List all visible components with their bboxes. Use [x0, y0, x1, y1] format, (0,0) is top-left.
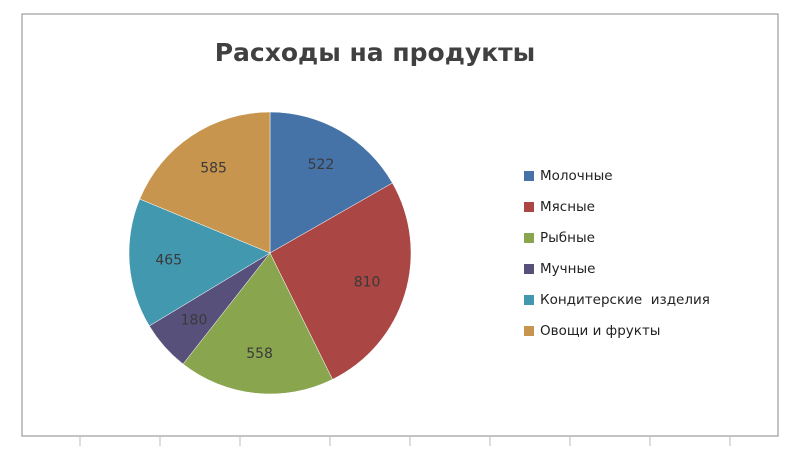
sheet-ticks	[79, 436, 731, 446]
data-label: 810	[354, 275, 381, 291]
data-label: 180	[181, 312, 208, 328]
data-label: 522	[308, 157, 335, 173]
data-label: 585	[200, 161, 227, 177]
legend-swatch	[524, 233, 534, 243]
pie-slice	[182, 252, 333, 395]
legend-label: Овощи и фрукты	[540, 323, 660, 339]
pie-slice	[139, 111, 271, 254]
pie-slice	[128, 198, 271, 327]
legend-label: Мучные	[540, 261, 595, 277]
pie-slice	[269, 111, 393, 254]
legend-swatch	[524, 295, 534, 305]
data-label: 558	[246, 346, 273, 362]
legend-label: Кондитерские изделия	[540, 292, 710, 308]
chart-title: Расходы на продукты	[215, 38, 536, 67]
legend-label: Молочные	[540, 168, 613, 184]
legend-label: Мясные	[540, 199, 595, 215]
legend-swatch	[524, 202, 534, 212]
legend-swatch	[524, 264, 534, 274]
data-label: 465	[155, 253, 182, 269]
pie-slice	[269, 182, 412, 380]
legend-swatch	[524, 326, 534, 336]
legend-label: Рыбные	[540, 230, 595, 246]
legend-swatch	[524, 171, 534, 181]
